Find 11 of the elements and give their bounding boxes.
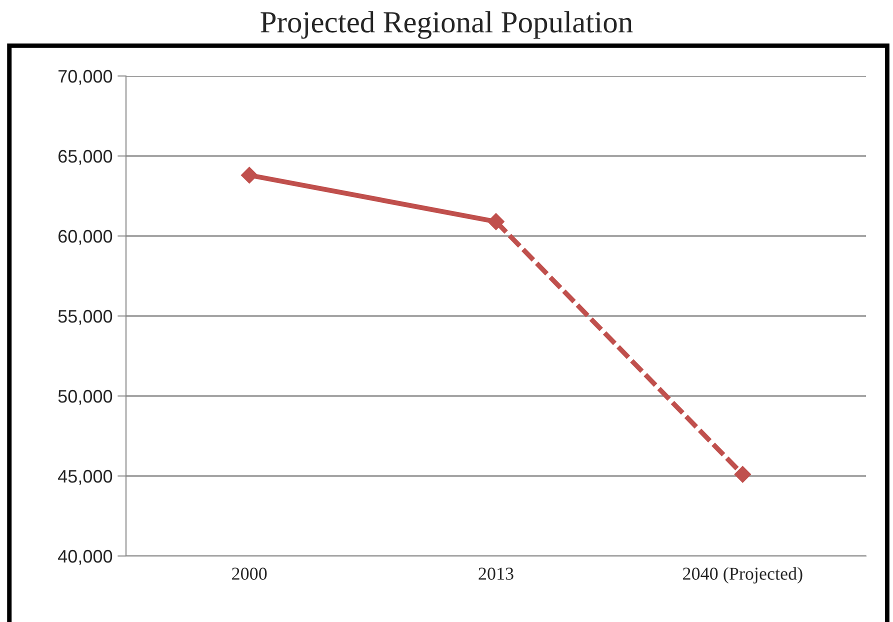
y-tick-label: 60,000 (58, 230, 112, 245)
y-tick-label: 45,000 (58, 470, 112, 485)
y-tick-label: 55,000 (58, 310, 112, 325)
y-tick-label: 70,000 (58, 70, 112, 85)
x-tick-label: 2000 (232, 568, 267, 580)
x-tick-label: 2013 (478, 568, 514, 580)
y-tick-label: 65,000 (58, 150, 112, 165)
y-tick-label: 50,000 (58, 390, 112, 405)
chart-title: Projected Regional Population (260, 11, 633, 39)
x-tick-label: 2040 (Projected) (683, 567, 802, 584)
y-tick-label: 40,000 (58, 550, 112, 565)
